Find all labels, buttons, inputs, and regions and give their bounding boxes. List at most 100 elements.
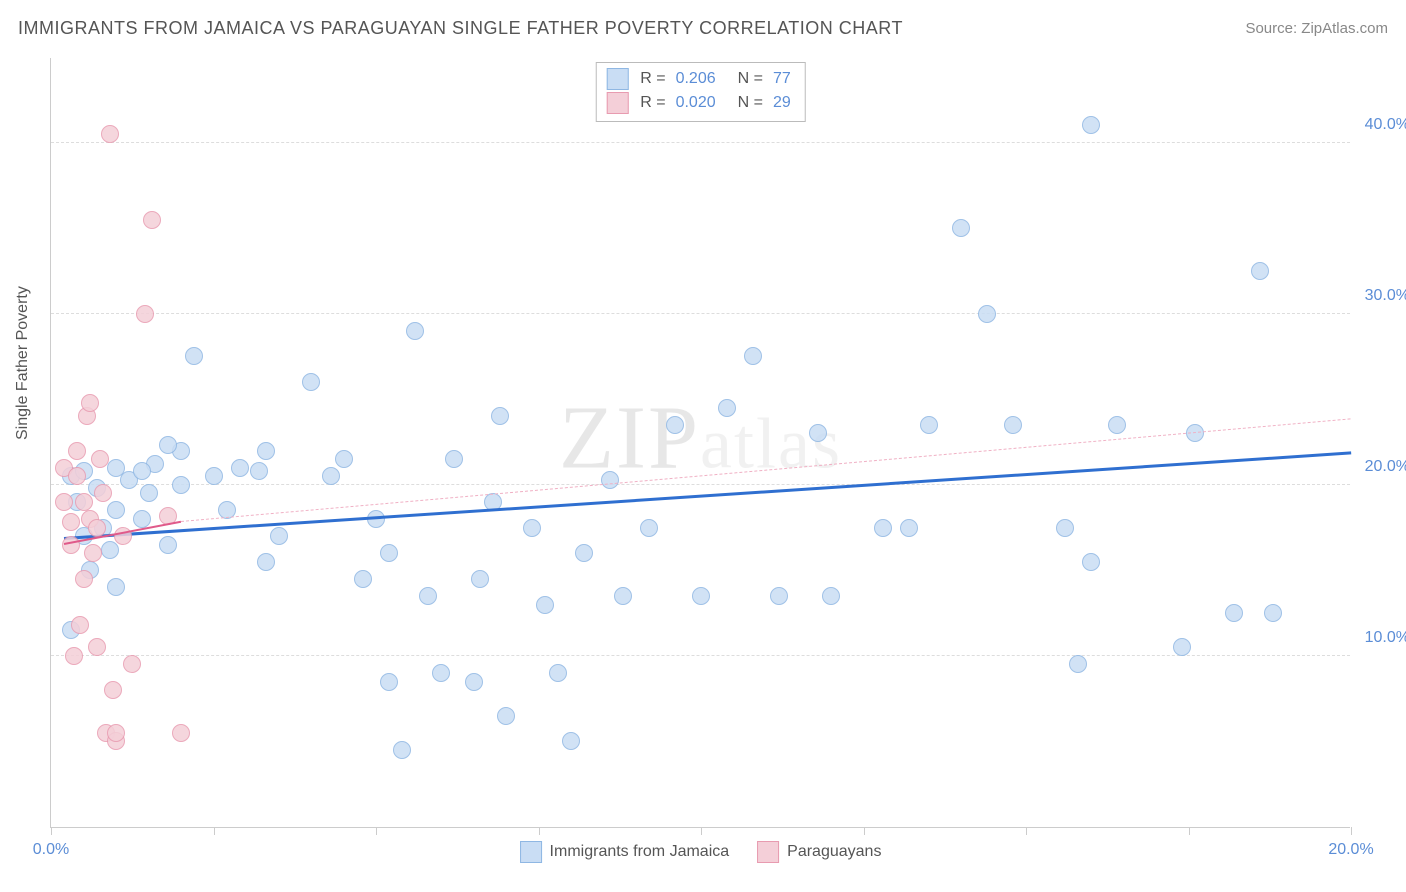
data-point-jamaica	[575, 544, 593, 562]
trend-line	[181, 419, 1351, 523]
data-point-jamaica	[172, 476, 190, 494]
data-point-jamaica	[1173, 638, 1191, 656]
chart-title: IMMIGRANTS FROM JAMAICA VS PARAGUAYAN SI…	[18, 18, 903, 39]
data-point-paraguay	[88, 638, 106, 656]
data-point-paraguay	[94, 484, 112, 502]
data-point-jamaica	[257, 442, 275, 460]
data-point-jamaica	[491, 407, 509, 425]
data-point-jamaica	[1264, 604, 1282, 622]
data-point-jamaica	[380, 544, 398, 562]
data-point-jamaica	[250, 462, 268, 480]
x-tick	[376, 827, 377, 835]
legend-r-value-paraguay: 0.020	[676, 91, 716, 115]
data-point-jamaica	[640, 519, 658, 537]
data-point-jamaica	[718, 399, 736, 417]
data-point-jamaica	[133, 462, 151, 480]
legend-item-jamaica: Immigrants from Jamaica	[520, 841, 730, 863]
x-tick	[1351, 827, 1352, 835]
data-point-jamaica	[140, 484, 158, 502]
legend-n-value-jamaica: 77	[773, 67, 791, 91]
data-point-jamaica	[523, 519, 541, 537]
data-point-jamaica	[1251, 262, 1269, 280]
x-tick	[214, 827, 215, 835]
data-point-jamaica	[432, 664, 450, 682]
data-point-jamaica	[185, 347, 203, 365]
watermark: ZIPatlas	[559, 386, 842, 489]
data-point-jamaica	[471, 570, 489, 588]
data-point-paraguay	[65, 647, 83, 665]
series-legend: Immigrants from Jamaica Paraguayans	[520, 841, 882, 863]
x-tick-label: 0.0%	[33, 841, 69, 859]
data-point-paraguay	[75, 493, 93, 511]
data-point-jamaica	[900, 519, 918, 537]
data-point-paraguay	[91, 450, 109, 468]
legend-n-label: N =	[738, 67, 763, 91]
data-point-jamaica	[231, 459, 249, 477]
data-point-paraguay	[81, 394, 99, 412]
data-point-paraguay	[136, 305, 154, 323]
data-point-jamaica	[322, 467, 340, 485]
data-point-jamaica	[107, 578, 125, 596]
data-point-jamaica	[549, 664, 567, 682]
x-tick	[864, 827, 865, 835]
data-point-jamaica	[952, 219, 970, 237]
legend-item-paraguay: Paraguayans	[757, 841, 881, 863]
data-point-paraguay	[75, 570, 93, 588]
legend-row-jamaica: R = 0.206 N = 77	[606, 67, 791, 91]
y-tick-label: 10.0%	[1365, 629, 1406, 647]
data-point-jamaica	[1108, 416, 1126, 434]
data-point-jamaica	[614, 587, 632, 605]
data-point-jamaica	[770, 587, 788, 605]
gridline-h	[51, 313, 1350, 314]
data-point-paraguay	[62, 513, 80, 531]
data-point-paraguay	[84, 544, 102, 562]
data-point-paraguay	[143, 211, 161, 229]
data-point-jamaica	[1082, 553, 1100, 571]
data-point-jamaica	[978, 305, 996, 323]
data-point-paraguay	[172, 724, 190, 742]
data-point-paraguay	[107, 724, 125, 742]
data-point-paraguay	[68, 442, 86, 460]
data-point-jamaica	[257, 553, 275, 571]
data-point-jamaica	[393, 741, 411, 759]
data-point-jamaica	[101, 541, 119, 559]
x-tick-label: 20.0%	[1328, 841, 1373, 859]
legend-label-paraguay: Paraguayans	[787, 843, 881, 861]
y-axis-title: Single Father Poverty	[14, 286, 32, 440]
y-tick-label: 40.0%	[1365, 116, 1406, 134]
chart-container: IMMIGRANTS FROM JAMAICA VS PARAGUAYAN SI…	[0, 0, 1406, 892]
data-point-jamaica	[380, 673, 398, 691]
legend-n-value-paraguay: 29	[773, 91, 791, 115]
data-point-jamaica	[497, 707, 515, 725]
legend-label-jamaica: Immigrants from Jamaica	[550, 843, 730, 861]
y-tick-label: 30.0%	[1365, 287, 1406, 305]
data-point-jamaica	[920, 416, 938, 434]
data-point-jamaica	[874, 519, 892, 537]
y-tick-label: 20.0%	[1365, 458, 1406, 476]
data-point-jamaica	[601, 471, 619, 489]
data-point-jamaica	[1056, 519, 1074, 537]
data-point-jamaica	[822, 587, 840, 605]
data-point-jamaica	[809, 424, 827, 442]
data-point-jamaica	[1069, 655, 1087, 673]
data-point-jamaica	[159, 536, 177, 554]
data-point-jamaica	[1004, 416, 1022, 434]
x-tick	[701, 827, 702, 835]
data-point-paraguay	[68, 467, 86, 485]
gridline-h	[51, 655, 1350, 656]
legend-r-label: R =	[640, 67, 665, 91]
data-point-paraguay	[55, 493, 73, 511]
data-point-jamaica	[744, 347, 762, 365]
data-point-jamaica	[406, 322, 424, 340]
data-point-jamaica	[1082, 116, 1100, 134]
legend-r-label: R =	[640, 91, 665, 115]
data-point-jamaica	[419, 587, 437, 605]
data-point-paraguay	[88, 519, 106, 537]
x-tick	[539, 827, 540, 835]
data-point-paraguay	[104, 681, 122, 699]
data-point-jamaica	[205, 467, 223, 485]
plot-area: ZIPatlas R = 0.206 N = 77 R = 0.020 N = …	[50, 58, 1350, 828]
legend-swatch-paraguay	[606, 92, 628, 114]
x-tick	[1026, 827, 1027, 835]
data-point-jamaica	[1225, 604, 1243, 622]
